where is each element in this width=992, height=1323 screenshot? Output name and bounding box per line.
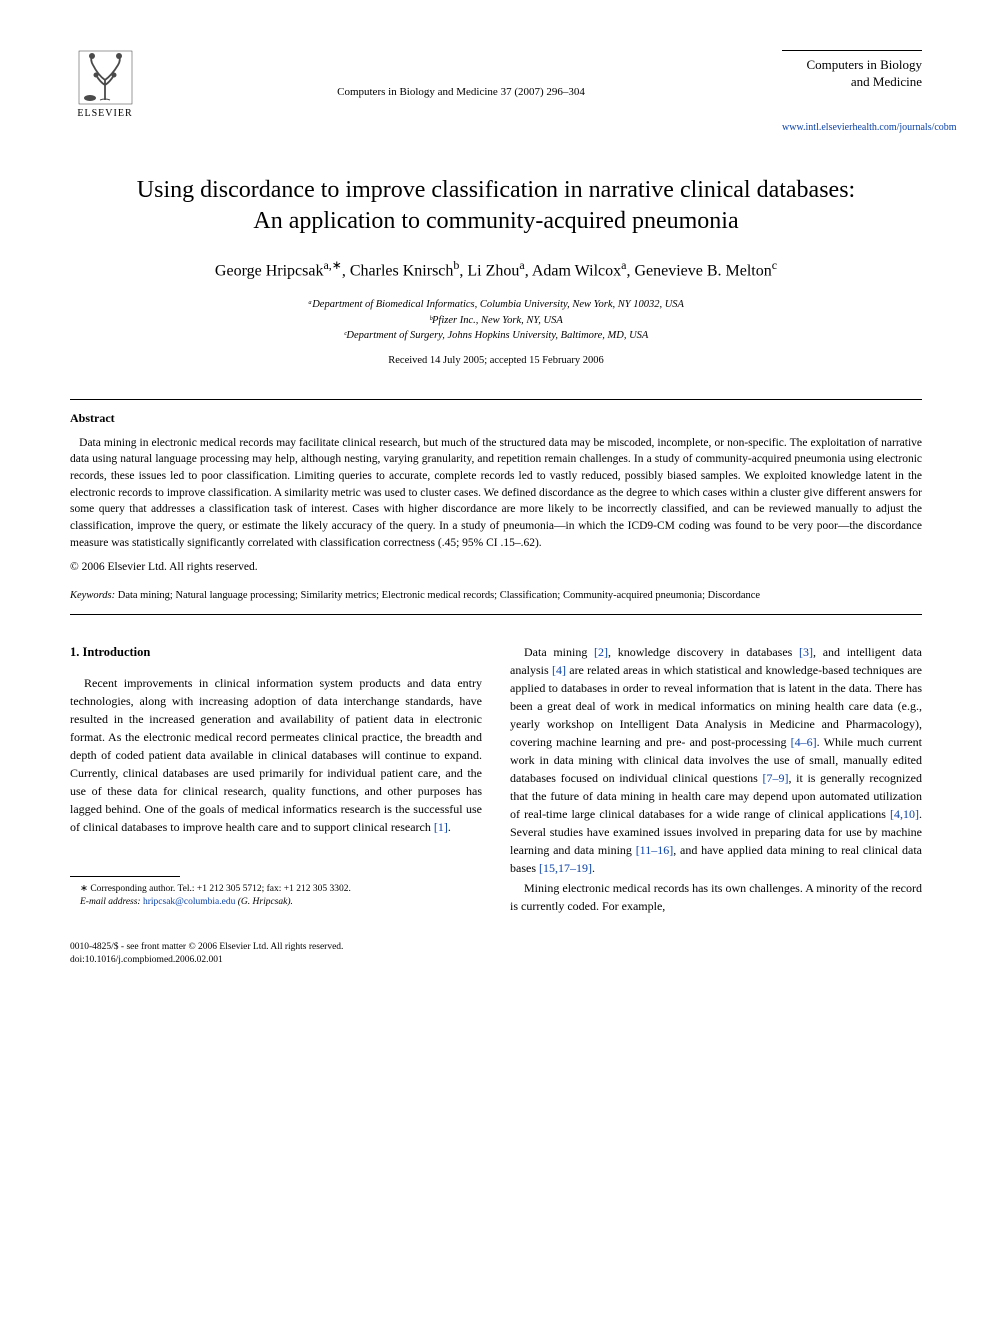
corresponding-author-footnote: ∗ Corresponding author. Tel.: +1 212 305…	[70, 883, 482, 896]
affiliation-a: ᵃDepartment of Biomedical Informatics, C…	[70, 297, 922, 313]
footer-doi: doi:10.1016/j.compbiomed.2006.02.001	[70, 954, 922, 967]
column-right: Data mining [2], knowledge discovery in …	[510, 643, 922, 917]
p2a: Data mining	[524, 645, 594, 659]
abstract-top-rule	[70, 399, 922, 400]
intro-para-1: Recent improvements in clinical informat…	[70, 674, 482, 836]
footnote-rule	[70, 876, 180, 877]
intro-p1-text: Recent improvements in clinical informat…	[70, 676, 482, 834]
abstract-label: Abstract	[70, 410, 922, 427]
cite-4[interactable]: [4]	[552, 663, 566, 677]
cite-1[interactable]: [1]	[434, 820, 448, 834]
email-link[interactable]: hripcsak@columbia.edu	[143, 897, 235, 907]
article-title: Using discordance to improve classificat…	[70, 175, 922, 237]
corresponding-email-line: E-mail address: hripcsak@columbia.edu (G…	[70, 896, 482, 909]
section-1-heading: 1. Introduction	[70, 643, 482, 662]
journal-title-box: Computers in Biology and Medicine www.in…	[782, 50, 922, 135]
intro-para-2: Data mining [2], knowledge discovery in …	[510, 643, 922, 877]
cite-4-10[interactable]: [4,10]	[890, 807, 919, 821]
footer-line-1: 0010-4825/$ - see front matter © 2006 El…	[70, 941, 922, 954]
cite-7-9[interactable]: [7–9]	[762, 771, 788, 785]
title-line-1: Using discordance to improve classificat…	[137, 177, 855, 203]
cite-15-17-19[interactable]: [15,17–19]	[539, 861, 592, 875]
journal-rule	[782, 50, 922, 51]
cite-4-6[interactable]: [4–6]	[791, 735, 817, 749]
affiliations: ᵃDepartment of Biomedical Informatics, C…	[70, 297, 922, 344]
cite-3[interactable]: [3]	[799, 645, 813, 659]
keywords: Keywords: Data mining; Natural language …	[70, 589, 922, 604]
abstract-bottom-rule	[70, 614, 922, 615]
page-header: ELSEVIER Computers in Biology and Medici…	[70, 50, 922, 135]
p2b: , knowledge discovery in databases	[608, 645, 799, 659]
column-left: 1. Introduction Recent improvements in c…	[70, 643, 482, 917]
body-columns: 1. Introduction Recent improvements in c…	[70, 643, 922, 917]
publisher-name: ELSEVIER	[77, 107, 132, 121]
intro-p1-end: .	[448, 820, 451, 834]
journal-url-link[interactable]: www.intl.elsevierhealth.com/journals/cob…	[782, 121, 922, 135]
elsevier-tree-icon	[78, 50, 133, 105]
affiliation-c: ᶜDepartment of Surgery, Johns Hopkins Un…	[70, 328, 922, 344]
affiliation-b: ᵇPfizer Inc., New York, NY, USA	[70, 313, 922, 329]
keywords-text: Data mining; Natural language processing…	[115, 590, 760, 601]
cite-11-16[interactable]: [11–16]	[636, 843, 674, 857]
authors-line: George Hripcsaka,∗, Charles Knirschb, Li…	[70, 257, 922, 283]
journal-reference: Computers in Biology and Medicine 37 (20…	[140, 50, 782, 100]
article-dates: Received 14 July 2005; accepted 15 Febru…	[70, 354, 922, 369]
journal-title-line2: and Medicine	[782, 74, 922, 91]
p2i: .	[592, 861, 595, 875]
abstract-copyright: © 2006 Elsevier Ltd. All rights reserved…	[70, 559, 922, 575]
page-footer: 0010-4825/$ - see front matter © 2006 El…	[70, 941, 922, 968]
title-line-2: An application to community-acquired pne…	[253, 208, 738, 234]
abstract-text: Data mining in electronic medical record…	[70, 435, 922, 552]
cite-2[interactable]: [2]	[594, 645, 608, 659]
intro-para-3: Mining electronic medical records has it…	[510, 879, 922, 915]
email-label: E-mail address:	[80, 897, 143, 907]
publisher-logo: ELSEVIER	[70, 50, 140, 125]
email-suffix: (G. Hripcsak).	[235, 897, 293, 907]
journal-title-line1: Computers in Biology	[782, 57, 922, 74]
keywords-label: Keywords:	[70, 590, 115, 601]
abstract-body: Data mining in electronic medical record…	[70, 437, 922, 549]
